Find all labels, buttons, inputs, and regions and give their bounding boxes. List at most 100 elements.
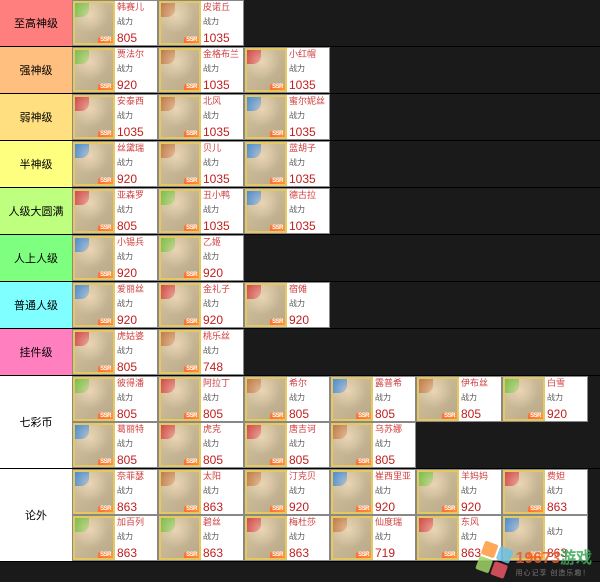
character-card[interactable]: SSR金格布兰战力1035 xyxy=(158,47,244,93)
stat-value: 1035 xyxy=(289,220,327,232)
character-info: 露普希战力805 xyxy=(373,377,415,421)
character-avatar: SSR xyxy=(331,516,373,560)
rarity-badge: SSR xyxy=(270,131,285,137)
character-card[interactable]: SSR唐吉诃战力805 xyxy=(244,422,330,468)
character-card[interactable]: SSR韩赛儿战力805 xyxy=(72,0,158,46)
element-corner-icon xyxy=(75,425,89,439)
stat-label: 战力 xyxy=(117,487,155,496)
character-card[interactable]: SSR葛丽特战力805 xyxy=(72,422,158,468)
tier-row: 七彩币SSR彼得潘战力805SSR阿拉丁战力805SSR希尔战力805SSR露普… xyxy=(0,376,600,469)
stat-value: 1035 xyxy=(203,32,241,44)
stat-label: 战力 xyxy=(289,112,327,121)
character-card[interactable]: SSR碧丝战力863 xyxy=(158,515,244,561)
watermark-slogan: 用心记享 创造乐趣！ xyxy=(515,568,592,578)
character-card[interactable]: SSR太阳战力863 xyxy=(158,469,244,515)
character-card[interactable]: SSR亚森罗战力805 xyxy=(72,188,158,234)
character-card[interactable]: SSR蓝胡子战力1035 xyxy=(244,141,330,187)
stat-value: 805 xyxy=(375,408,413,420)
character-card[interactable]: SSR蜜尔妮丝战力1035 xyxy=(244,94,330,140)
character-card[interactable]: SSR小红帽战力1035 xyxy=(244,47,330,93)
element-corner-icon xyxy=(247,191,261,205)
rarity-badge: SSR xyxy=(184,225,199,231)
character-card[interactable]: SSR贝儿战力1035 xyxy=(158,141,244,187)
character-avatar: SSR xyxy=(73,236,115,280)
character-card[interactable]: SSR乌苏娜战力805 xyxy=(330,422,416,468)
rarity-badge: SSR xyxy=(442,506,457,512)
element-corner-icon xyxy=(75,97,89,111)
rarity-badge: SSR xyxy=(184,552,199,558)
character-card[interactable]: SSR丑小鸭战力1035 xyxy=(158,188,244,234)
character-card[interactable]: SSR阿拉丁战力805 xyxy=(158,376,244,422)
character-name: 阿拉丁 xyxy=(203,378,241,389)
rarity-badge: SSR xyxy=(270,413,285,419)
character-card[interactable]: SSR贾法尔战力920 xyxy=(72,47,158,93)
element-corner-icon xyxy=(247,97,261,111)
element-corner-icon xyxy=(419,518,433,532)
character-card[interactable]: SSR崔西里亚战力920 xyxy=(330,469,416,515)
character-avatar: SSR xyxy=(417,516,459,560)
tier-content: SSR亚森罗战力805SSR丑小鸭战力1035SSR德古拉战力1035 xyxy=(72,188,600,234)
element-corner-icon xyxy=(505,379,519,393)
character-info: 北风战力1035 xyxy=(201,95,243,139)
character-card[interactable]: SSR加百列战力863 xyxy=(72,515,158,561)
character-card[interactable]: SSR爱丽丝战力920 xyxy=(72,282,158,328)
stat-value: 920 xyxy=(117,267,155,279)
stat-value: 719 xyxy=(375,547,413,559)
character-card[interactable]: SSR白雪战力920 xyxy=(502,376,588,422)
element-corner-icon xyxy=(161,518,175,532)
character-card[interactable]: SSR希尔战力805 xyxy=(244,376,330,422)
stat-label: 战力 xyxy=(547,528,585,537)
character-card[interactable]: SSR露普希战力805 xyxy=(330,376,416,422)
character-card[interactable]: SSR桃乐丝战力748 xyxy=(158,329,244,375)
character-avatar: SSR xyxy=(73,283,115,327)
character-card[interactable]: SSR奈菲瑟战力863 xyxy=(72,469,158,515)
tier-row: 挂件级SSR虎姑婆战力805SSR桃乐丝战力748 xyxy=(0,329,600,376)
stat-label: 战力 xyxy=(375,487,413,496)
character-card[interactable]: SSR小锡兵战力920 xyxy=(72,235,158,281)
character-card[interactable]: SSR梅杜莎战力863 xyxy=(244,515,330,561)
character-card[interactable]: SSR彼得潘战力805 xyxy=(72,376,158,422)
character-card[interactable]: SSR宿傩战力920 xyxy=(244,282,330,328)
element-corner-icon xyxy=(75,379,89,393)
character-avatar: SSR xyxy=(159,516,201,560)
tier-label: 人级大圆满 xyxy=(0,188,72,234)
element-corner-icon xyxy=(75,191,89,205)
character-card[interactable]: SSR伊布丝战力805 xyxy=(416,376,502,422)
character-card[interactable]: SSR汀克贝战力920 xyxy=(244,469,330,515)
character-avatar: SSR xyxy=(245,142,287,186)
character-card[interactable]: SSR仙度瑞战力719 xyxy=(330,515,416,561)
character-info: 虎姑婆战力805 xyxy=(115,330,157,374)
character-card[interactable]: SSR北风战力1035 xyxy=(158,94,244,140)
tier-row: 半神级SSR丝黛瑞战力920SSR贝儿战力1035SSR蓝胡子战力1035 xyxy=(0,141,600,188)
character-name: 小红帽 xyxy=(289,49,327,60)
character-info: 唐吉诃战力805 xyxy=(287,423,329,467)
stat-label: 战力 xyxy=(461,487,499,496)
character-card[interactable]: SSR羊妈妈战力920 xyxy=(416,469,502,515)
character-name: 亚森罗 xyxy=(117,190,155,201)
rarity-badge: SSR xyxy=(184,84,199,90)
character-card[interactable]: SSR安泰西战力1035 xyxy=(72,94,158,140)
stat-label: 战力 xyxy=(203,112,241,121)
rarity-badge: SSR xyxy=(184,272,199,278)
character-card[interactable]: SSR虎姑婆战力805 xyxy=(72,329,158,375)
character-card[interactable]: SSR费妲战力863 xyxy=(502,469,588,515)
character-avatar: SSR xyxy=(73,330,115,374)
stat-value: 1035 xyxy=(203,126,241,138)
character-card[interactable]: SSR金礼子战力920 xyxy=(158,282,244,328)
character-card[interactable]: SSR虎克战力805 xyxy=(158,422,244,468)
stat-label: 战力 xyxy=(547,394,585,403)
element-corner-icon xyxy=(247,144,261,158)
character-avatar: SSR xyxy=(73,48,115,92)
element-corner-icon xyxy=(161,50,175,64)
character-card[interactable]: SSR丝黛瑞战力920 xyxy=(72,141,158,187)
character-avatar: SSR xyxy=(417,470,459,514)
character-avatar: SSR xyxy=(159,236,201,280)
character-card[interactable]: SSR乙姬战力920 xyxy=(158,235,244,281)
character-name: 丑小鸭 xyxy=(203,190,241,201)
element-corner-icon xyxy=(161,285,175,299)
stat-value: 1035 xyxy=(203,173,241,185)
character-card[interactable]: SSR皮诺丘战力1035 xyxy=(158,0,244,46)
character-card[interactable]: SSR德古拉战力1035 xyxy=(244,188,330,234)
tier-content: SSR韩赛儿战力805SSR皮诺丘战力1035 xyxy=(72,0,600,46)
element-corner-icon xyxy=(247,472,261,486)
